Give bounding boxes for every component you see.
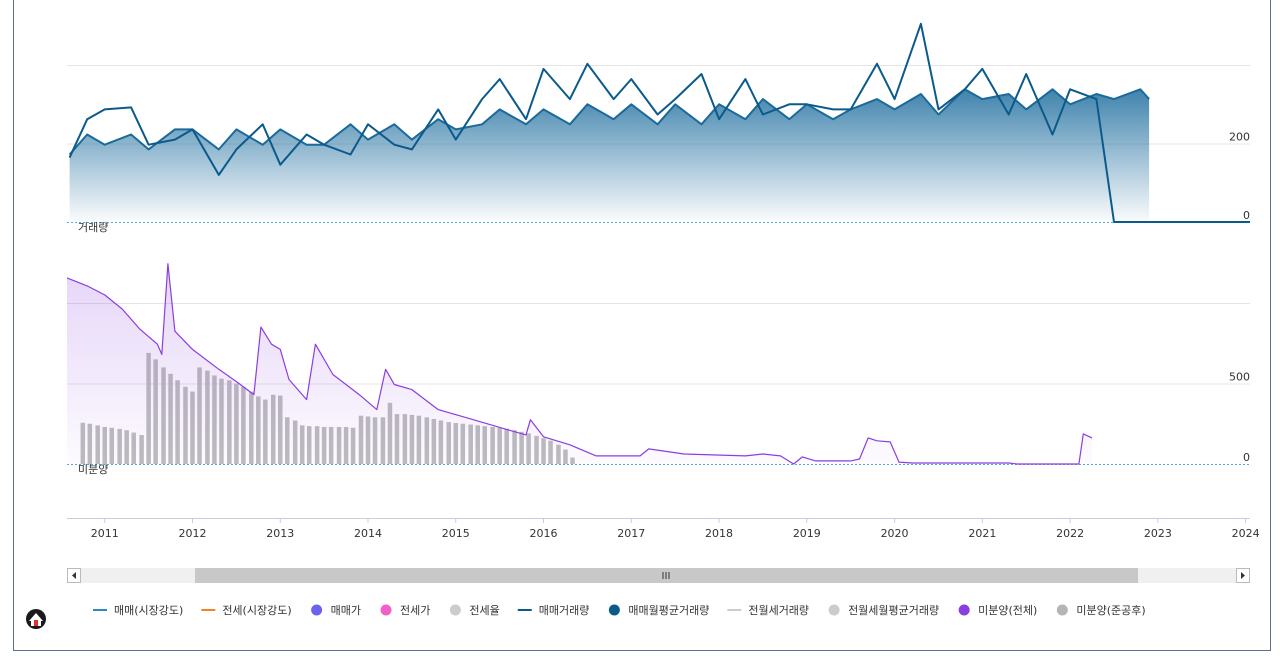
x-tick-label: 2020 <box>881 527 909 540</box>
x-tick-label: 2017 <box>617 527 645 540</box>
legend-label: 전세(시장강도) <box>222 604 291 617</box>
legend-item[interactable]: 매매거래량 <box>517 604 590 617</box>
y-tick-label: 0 <box>1243 209 1250 222</box>
legend-item[interactable]: 매매(시장강도) <box>93 604 183 617</box>
series-group <box>66 263 1093 465</box>
legend-label: 매매월평균거래량 <box>628 604 709 617</box>
legend-dot <box>828 604 840 616</box>
legend-item[interactable]: 매매월평균거래량 <box>608 604 709 617</box>
x-tick-label: 2014 <box>354 527 382 540</box>
legend-label: 미분양(전체) <box>978 604 1037 617</box>
x-tick-label: 2023 <box>1144 527 1172 540</box>
legend-item[interactable]: 전월세거래량 <box>727 604 809 617</box>
legend-item[interactable]: 전세(시장강도) <box>201 604 292 617</box>
home-icon[interactable] <box>26 609 46 629</box>
line <box>66 263 1093 465</box>
legend-item[interactable]: 미분양(준공후) <box>1056 604 1146 617</box>
y-tick-label: 500 <box>1229 371 1250 384</box>
y-axis-label: 미분양 <box>78 463 108 476</box>
area <box>67 263 1092 464</box>
x-tick-label: 2018 <box>705 527 733 540</box>
x-tick-label: 2015 <box>442 527 470 540</box>
legend-dot <box>1056 604 1068 616</box>
scrollbar[interactable] <box>67 568 1250 583</box>
x-tick-label: 2016 <box>530 527 558 540</box>
y-tick-label: 200 <box>1229 131 1250 144</box>
x-tick-label: 2013 <box>266 527 294 540</box>
x-tick-label: 2021 <box>968 527 996 540</box>
series-group <box>68 22 1250 223</box>
legend-item[interactable]: 매매가 <box>311 604 361 617</box>
x-tick-label: 2019 <box>793 527 821 540</box>
legend-label: 전월세거래량 <box>748 604 809 617</box>
legend-item[interactable]: 전세율 <box>449 604 500 617</box>
x-tick-label: 2012 <box>178 527 206 540</box>
line <box>68 88 1150 156</box>
legend-item[interactable]: 미분양(전체) <box>958 604 1038 617</box>
legend-dot <box>449 604 461 616</box>
legend-item[interactable]: 전세가 <box>380 604 431 617</box>
y-tick-label: 0 <box>1243 451 1250 464</box>
x-tick-label: 2011 <box>91 527 119 540</box>
legend-dot <box>958 604 970 616</box>
legend-label: 매매(시장강도) <box>114 604 183 617</box>
legend-dot <box>608 604 620 616</box>
legend-label: 전세가 <box>400 604 430 617</box>
legend-item[interactable]: 전월세월평균거래량 <box>828 604 940 617</box>
legend-label: 전월세월평균거래량 <box>848 604 939 617</box>
area <box>69 89 1150 222</box>
legend-label: 매매가 <box>331 604 361 617</box>
legend-dot <box>380 604 392 616</box>
y-axis-label: 거래량 <box>78 221 108 234</box>
x-tick-label: 2022 <box>1056 527 1084 540</box>
legend-dot <box>311 604 323 616</box>
legend-label: 전세율 <box>469 604 499 617</box>
legend-label: 매매거래량 <box>539 604 590 617</box>
line <box>68 22 1250 223</box>
x-tick-label: 2024 <box>1232 527 1260 540</box>
legend-label: 미분양(준공후) <box>1076 604 1145 617</box>
